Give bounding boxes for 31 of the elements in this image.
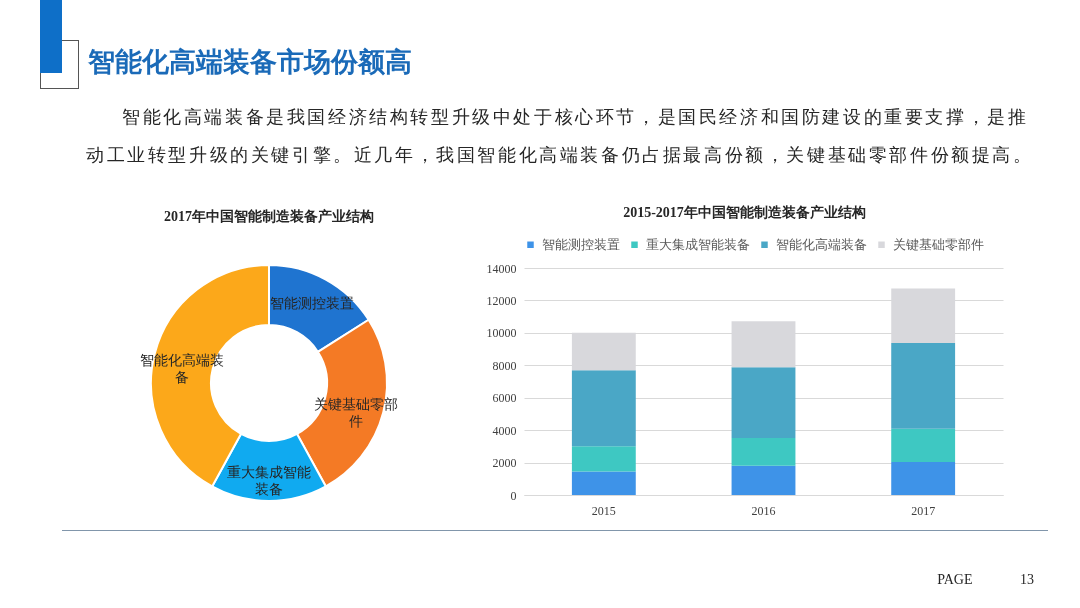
legend-label: 智能化高端装备 (776, 236, 867, 252)
bar (731, 437, 796, 466)
bar (571, 471, 636, 495)
text: 智能化高端装备市场份额高 (88, 45, 412, 79)
bar (891, 462, 956, 495)
bar (731, 367, 796, 438)
bar (571, 446, 636, 472)
bar (731, 465, 796, 495)
text: 智能化高端装备是我国经济结构转型升级中处于核心环节，是国民经济和国防建设的重要支撑，是推动工业转型升级的关键引擎。近几年，我国智能化高端装备仍占据最高份额，关键基础零部件份额提高。 (86, 105, 1035, 167)
legend-label: 智能测控装置 (542, 236, 620, 252)
legend-label: 关键基础零部件 (893, 236, 984, 252)
y-tick-label: 6000 (492, 391, 517, 406)
text: PAGE 13 (937, 572, 1034, 588)
y-tick-label: 4000 (492, 423, 517, 438)
y-tick-label: 2000 (492, 456, 517, 471)
x-tick-label: 2017 (911, 503, 936, 518)
legend-label: 重大集成智能装备 (646, 236, 750, 252)
slice-label: 智能测控装置 (270, 295, 355, 312)
chart-title: 2015-2017年中国智能制造装备产业结构 (623, 204, 866, 220)
chart-title: 2017年中国智能制造装备产业结构 (164, 208, 374, 224)
y-tick-label: 10000 (486, 326, 517, 341)
y-tick-label: 12000 (486, 293, 517, 308)
bar (891, 428, 956, 463)
y-tick-label: 14000 (486, 261, 517, 276)
bar (571, 370, 636, 447)
x-tick-label: 2016 (751, 503, 776, 518)
y-tick-label: 0 (510, 488, 517, 503)
x-tick-label: 2015 (591, 503, 616, 518)
bar (891, 342, 956, 429)
slice-label: 重大集成智能装备 (227, 464, 311, 497)
y-tick-label: 8000 (492, 358, 517, 373)
